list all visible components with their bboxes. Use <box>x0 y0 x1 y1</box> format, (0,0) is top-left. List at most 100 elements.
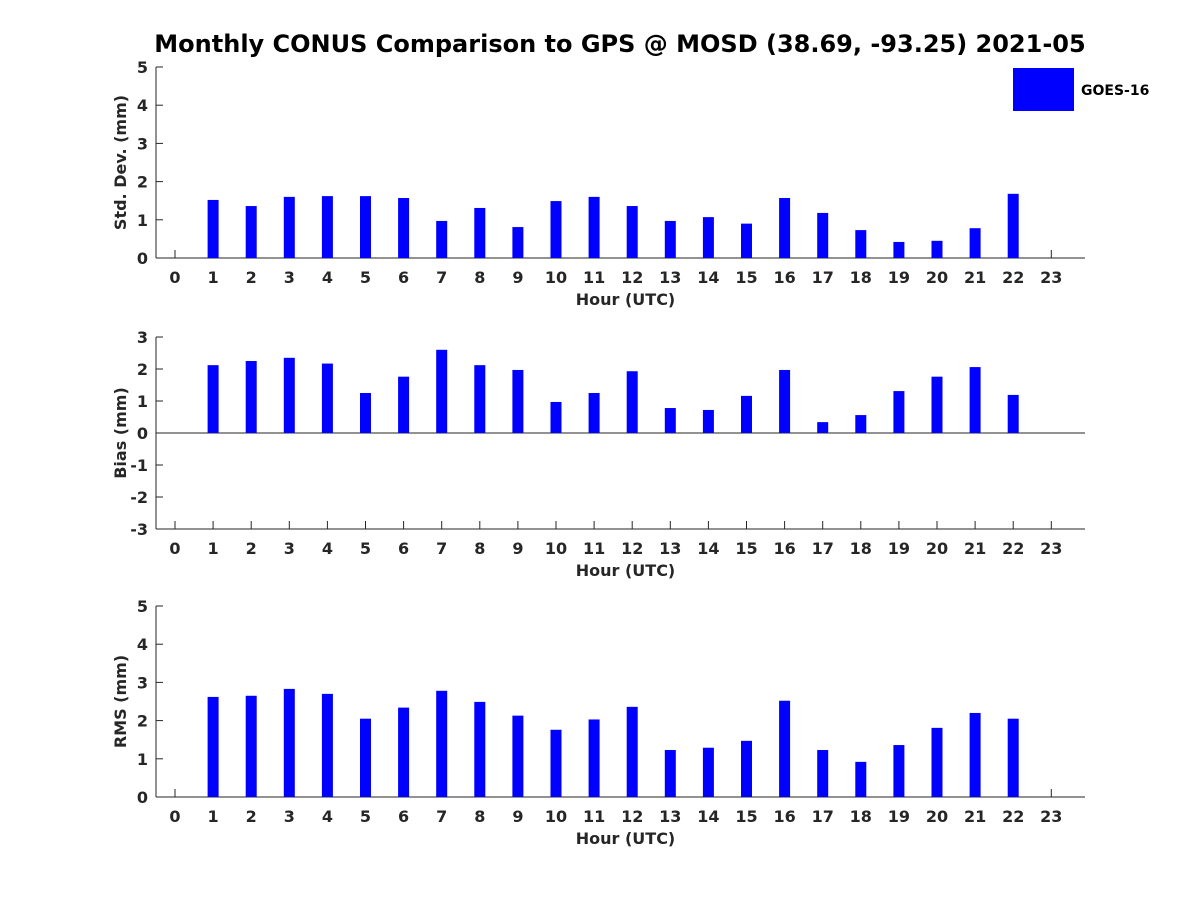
rms-xtick-label: 10 <box>545 807 567 826</box>
bias-xtick-label: 5 <box>360 539 371 558</box>
bias-bar-22 <box>1007 394 1019 433</box>
std-dev-ytick-label: 2 <box>137 173 148 192</box>
std-dev-xtick-label: 12 <box>621 268 643 287</box>
rms-xtick-label: 2 <box>246 807 257 826</box>
bias-bar-21 <box>969 367 981 433</box>
std-dev-xtick-label: 6 <box>398 268 409 287</box>
bias-xtick-label: 15 <box>735 539 757 558</box>
rms-xtick-label: 21 <box>964 807 986 826</box>
std-dev-xlabel: Hour (UTC) <box>576 290 676 309</box>
bias-xtick-label: 23 <box>1040 539 1062 558</box>
bias-xtick-label: 13 <box>659 539 681 558</box>
bias-bar-2 <box>245 361 257 433</box>
std-dev-bar-14 <box>702 217 714 258</box>
rms-bar-4 <box>321 693 333 797</box>
std-dev-xtick-label: 13 <box>659 268 681 287</box>
std-dev-bar-6 <box>398 198 410 258</box>
bias-xtick-label: 17 <box>812 539 834 558</box>
bias-xtick-label: 1 <box>208 539 219 558</box>
bias-xtick-label: 3 <box>284 539 295 558</box>
rms-ytick-label: 4 <box>137 635 148 654</box>
std-dev-bar-1 <box>207 199 219 258</box>
rms-bar-22 <box>1007 718 1019 797</box>
rms-xtick-label: 9 <box>512 807 523 826</box>
rms-xtick-label: 14 <box>697 807 719 826</box>
rms-xtick-label: 15 <box>735 807 757 826</box>
bias-ytick-label: 1 <box>137 392 148 411</box>
std-dev-xtick-label: 0 <box>169 268 180 287</box>
rms-bar-18 <box>855 761 867 797</box>
bias-xtick-label: 2 <box>246 539 257 558</box>
rms-ytick-label: 3 <box>137 673 148 692</box>
rms-xtick-label: 6 <box>398 807 409 826</box>
rms-bar-16 <box>779 700 791 797</box>
bias-xtick-label: 16 <box>773 539 795 558</box>
rms-ytick-label: 2 <box>137 712 148 731</box>
figure-title: Monthly CONUS Comparison to GPS @ MOSD (… <box>154 30 1086 58</box>
rms-bar-2 <box>245 695 257 797</box>
std-dev-xtick-label: 23 <box>1040 268 1062 287</box>
bias-bar-8 <box>474 365 486 433</box>
bias-ytick-label: -2 <box>130 488 148 507</box>
std-dev-xtick-label: 3 <box>284 268 295 287</box>
std-dev-ylabel: Std. Dev. (mm) <box>111 95 130 230</box>
std-dev-bar-19 <box>893 241 905 258</box>
bias-xtick-label: 0 <box>169 539 180 558</box>
std-dev-xtick-label: 8 <box>474 268 485 287</box>
bias-bar-14 <box>702 409 714 433</box>
bias-xtick-label: 6 <box>398 539 409 558</box>
bias-ytick-label: -1 <box>130 456 148 475</box>
rms-bar-1 <box>207 696 219 797</box>
std-dev-xtick-label: 1 <box>208 268 219 287</box>
bias-xtick-label: 7 <box>436 539 447 558</box>
bias-xtick-label: 22 <box>1002 539 1024 558</box>
std-dev-ytick-label: 3 <box>137 134 148 153</box>
bias-bar-11 <box>588 393 600 433</box>
bias-ylabel: Bias (mm) <box>111 387 130 479</box>
rms-bar-11 <box>588 719 600 797</box>
std-dev-bar-11 <box>588 196 600 258</box>
rms-xtick-label: 16 <box>773 807 795 826</box>
std-dev-xtick-label: 11 <box>583 268 605 287</box>
rms-bar-15 <box>741 740 752 797</box>
bias-bar-19 <box>893 391 905 433</box>
bias-xtick-label: 9 <box>512 539 523 558</box>
std-dev-bar-16 <box>779 198 791 258</box>
bias-bar-9 <box>512 369 524 433</box>
rms-xtick-label: 18 <box>850 807 872 826</box>
rms-xtick-label: 5 <box>360 807 371 826</box>
bias-xtick-label: 19 <box>888 539 910 558</box>
rms-xtick-label: 23 <box>1040 807 1062 826</box>
bias-bar-18 <box>855 415 867 433</box>
std-dev-bar-13 <box>664 220 676 258</box>
std-dev-ytick-label: 1 <box>137 211 148 230</box>
bias-bar-16 <box>779 369 791 433</box>
rms-xtick-label: 13 <box>659 807 681 826</box>
std-dev-xtick-label: 7 <box>436 268 447 287</box>
std-dev-bar-4 <box>321 196 333 258</box>
bias-xtick-label: 18 <box>850 539 872 558</box>
rms-bar-21 <box>969 712 981 797</box>
bias-xtick-label: 12 <box>621 539 643 558</box>
rms-xtick-label: 12 <box>621 807 643 826</box>
rms-xtick-label: 8 <box>474 807 485 826</box>
std-dev-bar-3 <box>283 196 295 258</box>
rms-xtick-label: 0 <box>169 807 180 826</box>
bias-bar-20 <box>931 376 943 433</box>
rms-bar-14 <box>702 747 714 797</box>
std-dev-bar-5 <box>360 196 371 258</box>
bias-ytick-label: -3 <box>130 520 148 539</box>
rms-bar-17 <box>817 750 829 797</box>
rms-ylabel: RMS (mm) <box>111 655 130 748</box>
std-dev-xtick-label: 10 <box>545 268 567 287</box>
bias-xtick-label: 10 <box>545 539 567 558</box>
std-dev-xtick-label: 21 <box>964 268 986 287</box>
rms-xtick-label: 17 <box>812 807 834 826</box>
rms-bar-20 <box>931 727 943 797</box>
std-dev-xtick-label: 16 <box>773 268 795 287</box>
bias-bar-15 <box>741 395 752 433</box>
